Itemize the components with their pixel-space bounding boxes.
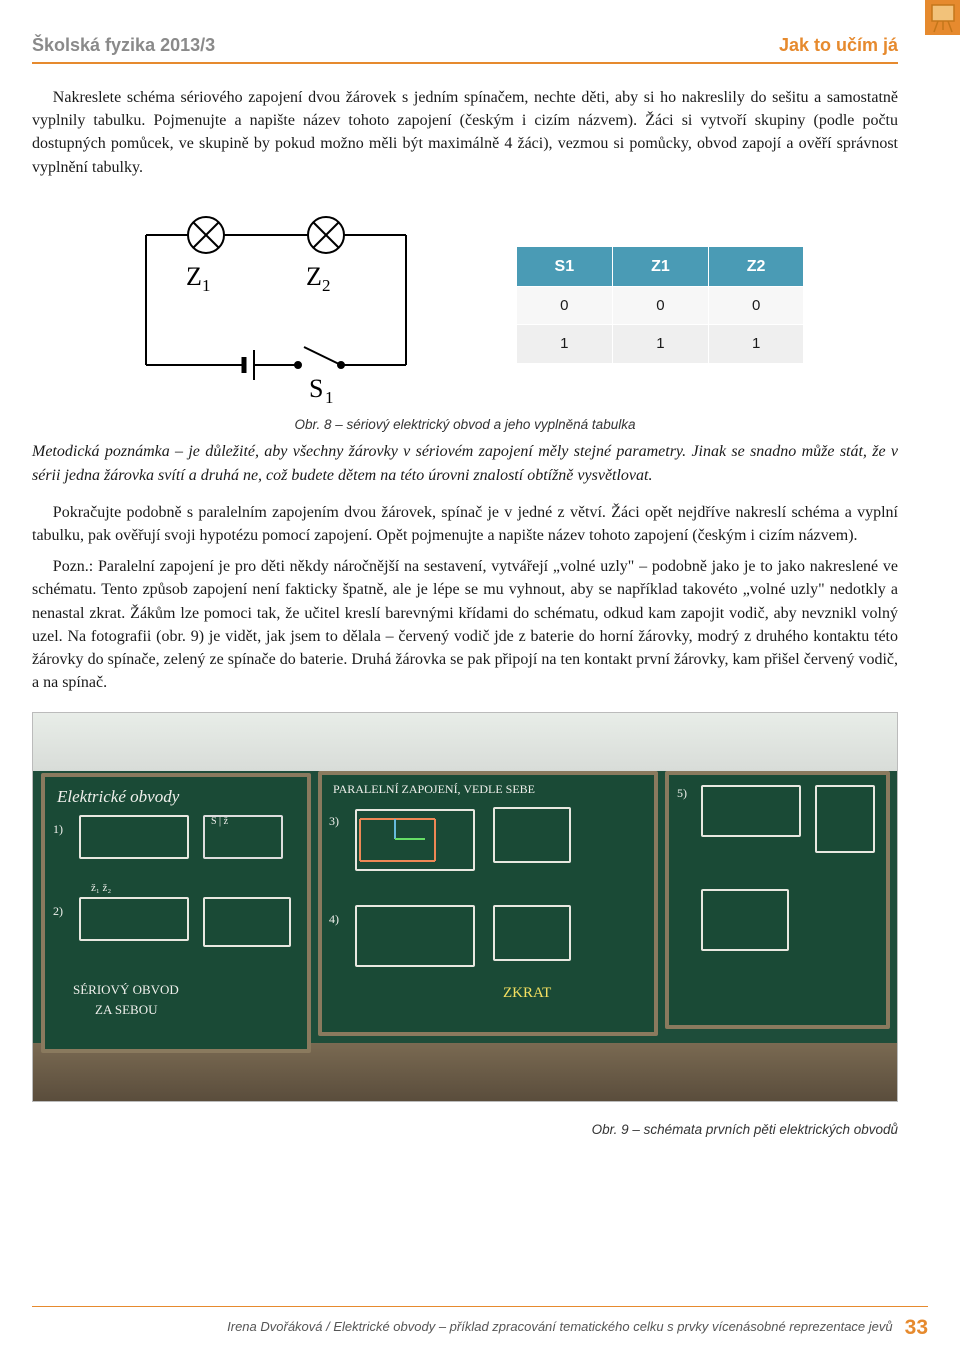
label-z2: Z [306, 262, 322, 291]
paragraph-1: Nakreslete schéma sériového zapojení dvo… [32, 86, 898, 179]
paragraph-3: Pozn.: Paralelní zapojení je pro děti ně… [32, 555, 898, 694]
th-s1: S1 [516, 246, 613, 286]
th-z1: Z1 [613, 246, 709, 286]
corner-easel-icon [880, 0, 960, 55]
svg-text:1: 1 [325, 388, 334, 405]
footer-credit: Irena Dvořáková / Elektrické obvody – př… [227, 1318, 893, 1337]
table-row: 1 1 1 [516, 325, 804, 364]
th-z2: Z2 [708, 246, 804, 286]
figure-8-caption: Obr. 8 – sériový elektrický obvod a jeho… [32, 415, 898, 435]
label-z1: Z [186, 262, 202, 291]
truth-table: S1 Z1 Z2 0 0 0 1 1 1 [516, 246, 805, 365]
page-header: Školská fyzika 2013/3 Jak to učím já [32, 32, 898, 64]
svg-text:1: 1 [202, 276, 211, 295]
circuit-diagram: Z 1 Z 2 S 1 [126, 205, 426, 405]
figure-8-row: Z 1 Z 2 S 1 S1 Z1 Z2 0 0 0 [32, 205, 898, 405]
paragraph-2: Pokračujte podobně s paralelním zapojení… [32, 501, 898, 547]
method-note: Metodická poznámka – je důležité, aby vš… [32, 440, 898, 486]
header-journal: Školská fyzika 2013/3 [32, 32, 215, 58]
page-footer: Irena Dvořáková / Elektrické obvody – př… [32, 1306, 928, 1343]
figure-9-caption: Obr. 9 – schémata prvních pěti elektrick… [32, 1120, 898, 1140]
page-number: 33 [905, 1313, 928, 1343]
svg-text:2: 2 [322, 276, 331, 295]
chalk-title: Elektrické obvody [57, 785, 179, 810]
chalkboard-photo: Elektrické obvody 1) S | ž 2) ž₁ ž₂ SÉRI… [32, 712, 898, 1102]
label-s1: S [309, 374, 323, 403]
table-row: 0 0 0 [516, 286, 804, 325]
